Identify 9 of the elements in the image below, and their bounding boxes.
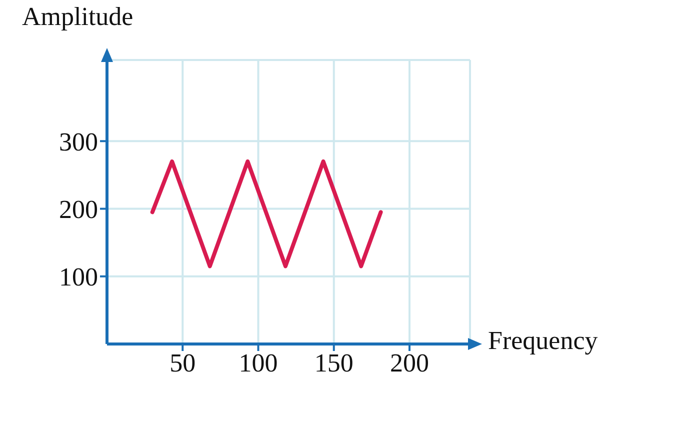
x-tick-label: 50 [170,348,196,378]
y-tick-label: 200 [59,194,98,224]
y-tick-label: 100 [59,262,98,292]
x-tick-label: 150 [314,348,354,378]
y-axis-title: Amplitude [22,2,134,32]
x-tick-label: 200 [390,348,429,378]
x-axis-title: Frequency [488,326,598,356]
x-tick-label: 100 [238,348,278,378]
y-tick-label: 300 [59,127,98,156]
